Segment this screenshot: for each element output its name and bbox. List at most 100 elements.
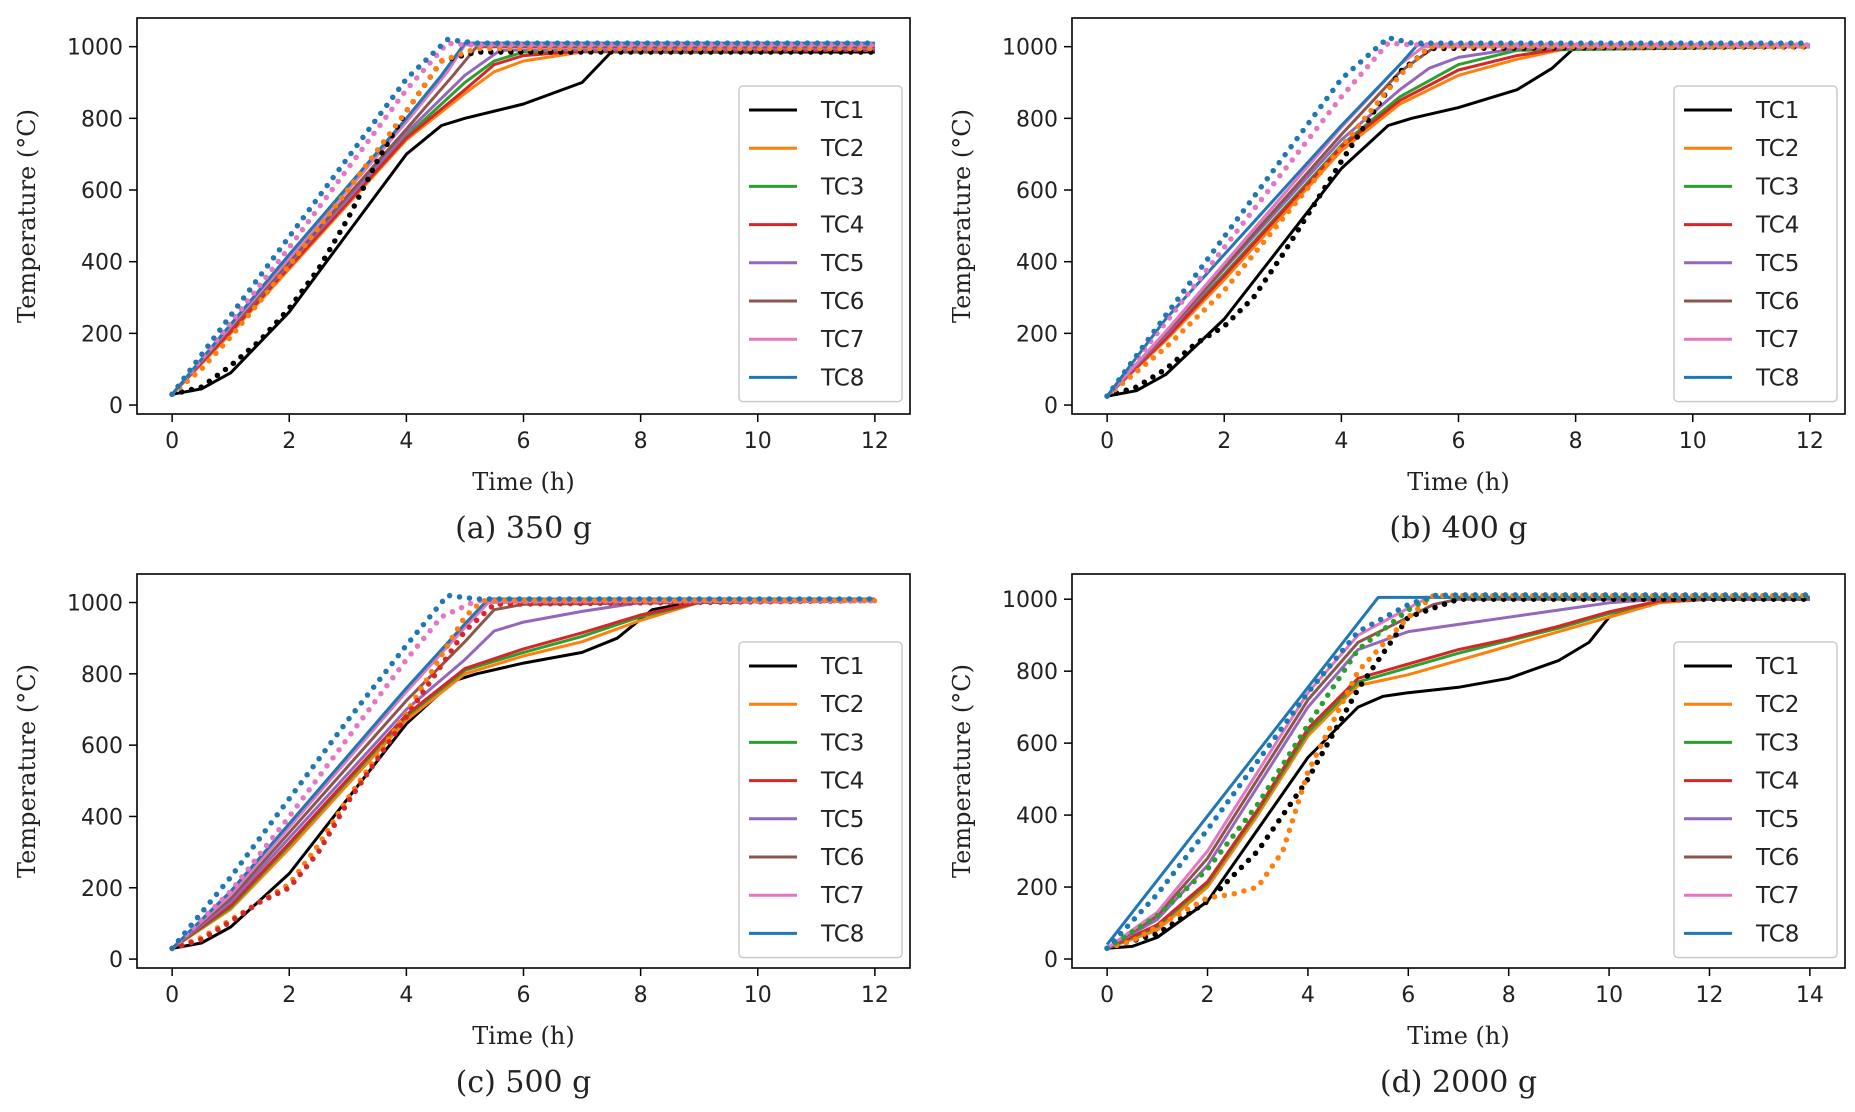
y-axis-label: Temperature (°C) [13,109,41,323]
y-tick-label: 200 [1016,322,1058,347]
legend-label-tc4: TC4 [1755,769,1799,795]
series-tc4-simulated [1106,45,1810,398]
y-axis-label: Temperature (°C) [948,664,976,878]
x-axis-label: Time (h) [1407,468,1509,496]
series-tc2-simulated [1106,45,1810,398]
series-tc7-measured [169,40,878,398]
x-axis-label: Time (h) [472,1022,574,1050]
legend-label-tc3: TC3 [1755,730,1799,756]
legend-label-tc7: TC7 [1755,883,1799,909]
series-tc1-simulated [171,50,875,396]
y-tick-label: 200 [81,877,123,902]
legend: TC1 TC2 TC3 TC4 TC5 TC6 TC7 TC8 [738,641,903,959]
x-tick-label: 12 [861,429,889,454]
x-tick-label: 6 [517,429,531,454]
legend-label-tc2: TC2 [1755,136,1799,162]
series-tc7-simulated [1106,595,1810,950]
legend-label-tc5: TC5 [820,251,864,277]
legend-label-tc6: TC6 [1755,289,1799,315]
series-tc4-measured [169,597,878,952]
x-tick-label: 6 [517,983,531,1008]
y-tick-label: 1000 [67,36,123,61]
legend-label-tc7: TC7 [1755,327,1799,353]
y-axis-label: Temperature (°C) [948,109,976,323]
x-tick-label: 6 [1401,983,1415,1008]
x-tick-label: 14 [1796,983,1824,1008]
legend-label-tc1: TC1 [1755,98,1799,124]
series-tc1-measured [1104,596,1813,951]
plot-frame [1071,573,1846,969]
x-tick-label: 8 [634,429,648,454]
subplot-2: 0 2 4 6 8 10 12 0 200 400 600 800 1000 Time (h) Temper… [948,17,1846,546]
legend-label-tc1: TC1 [820,654,864,680]
series-tc1-simulated [1106,45,1810,398]
legend-label-tc8: TC8 [820,921,864,947]
series-tc2-simulated [171,599,875,950]
subplot-caption: (c) 500 g [456,1065,592,1100]
y-tick-label: 0 [109,394,123,419]
subplot-caption: (a) 350 g [455,511,592,546]
x-axis-label: Time (h) [1407,1022,1509,1050]
series-tc6-simulated [171,599,875,950]
legend-label-tc8: TC8 [820,365,864,391]
series-tc8-measured [169,592,878,952]
legend-label-tc1: TC1 [1755,654,1799,680]
x-tick-label: 4 [1301,983,1315,1008]
y-tick-label: 600 [81,734,123,759]
y-tick-label: 200 [1016,876,1058,901]
legend-label-tc5: TC5 [1755,251,1799,277]
series-group [1104,592,1813,951]
legend-label-tc2: TC2 [820,692,864,718]
legend-label-tc1: TC1 [820,98,864,124]
series-tc7-simulated [1105,45,1810,398]
legend-box [1673,85,1838,403]
y-axis-label: Temperature (°C) [13,664,41,878]
series-tc4-simulated [171,599,875,950]
y-tick-label: 0 [1044,948,1058,973]
legend-label-tc5: TC5 [1755,807,1799,833]
legend-label-tc8: TC8 [1755,921,1799,947]
legend: TC1 TC2 TC3 TC4 TC5 TC6 TC7 TC8 [1673,641,1838,959]
series-tc7-measured [169,597,878,952]
series-tc7-measured [1104,40,1813,399]
legend-label-tc6: TC6 [820,289,864,315]
subplot-caption: (b) 400 g [1389,511,1527,546]
x-tick-label: 8 [634,983,648,1008]
series-group [169,592,878,952]
subplot-3: 0 2 4 6 8 10 12 0 200 400 600 800 1000 Time (h) Temper… [13,573,911,1100]
y-tick-label: 400 [81,251,123,276]
x-tick-label: 0 [165,983,179,1008]
legend-label-tc7: TC7 [820,883,864,909]
y-tick-label: 600 [1016,732,1058,757]
x-tick-label: 0 [1100,983,1114,1008]
y-tick-label: 800 [81,663,123,688]
series-group [1104,34,1813,399]
y-tick-label: 1000 [1002,36,1058,61]
x-tick-label: 2 [282,983,296,1008]
x-tick-label: 12 [861,983,889,1008]
y-tick-label: 800 [1016,660,1058,685]
y-tick-label: 200 [81,322,123,347]
series-tc2-measured [169,45,878,398]
series-tc1-measured [169,49,878,398]
series-tc2-measured [169,597,878,952]
y-tick-label: 400 [1016,251,1058,276]
x-tick-label: 0 [1100,429,1114,454]
subplot-caption: (d) 2000 g [1380,1065,1537,1100]
legend: TC1 TC2 TC3 TC4 TC5 TC6 TC7 TC8 [738,85,903,403]
series-tc2-measured [1104,592,1813,951]
y-tick-label: 0 [1044,394,1058,419]
x-tick-label: 12 [1695,983,1723,1008]
legend-label-tc6: TC6 [820,845,864,871]
subplot-4: 0 2 4 6 8 10 12 14 0 200 400 600 800 1000 Time (h) Temp… [948,573,1846,1100]
y-tick-label: 1000 [1002,588,1058,613]
legend-box [1673,641,1838,959]
series-tc2-simulated [1106,597,1810,950]
legend-label-tc3: TC3 [820,730,864,756]
x-tick-label: 2 [282,429,296,454]
x-tick-label: 12 [1796,429,1824,454]
legend-box [738,85,903,403]
x-tick-label: 10 [1679,429,1707,454]
x-tick-label: 10 [744,983,772,1008]
